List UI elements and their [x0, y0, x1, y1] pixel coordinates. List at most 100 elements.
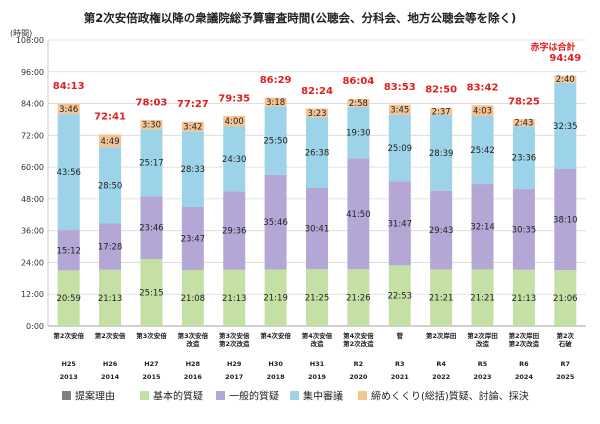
cabinet-label: 第2次安倍 [53, 331, 84, 340]
segment-label: 17:28 [98, 243, 123, 253]
y-tick-label: 36:00 [21, 227, 44, 236]
total-label: 82:24 [301, 86, 333, 97]
segment-label: 35:46 [263, 218, 288, 228]
y-axis-unit: (時間) [10, 29, 32, 38]
bar-segment [223, 269, 246, 326]
segment-label: 32:14 [470, 223, 495, 233]
segment-label: 23:36 [512, 154, 537, 164]
bar-segment [471, 184, 494, 270]
bar-segment [430, 114, 453, 191]
segment-label: 28:50 [98, 181, 123, 191]
total-note: 赤字は合計 [530, 41, 575, 53]
segment-label: 21:06 [553, 294, 578, 304]
era-label: R5 [478, 360, 488, 368]
segment-label: 3:23 [307, 109, 326, 119]
era-label: H25 [61, 360, 76, 368]
year-label: 2018 [267, 373, 286, 381]
bar-segment [99, 269, 122, 326]
segment-label: 21:13 [222, 294, 247, 304]
segment-label: 23:47 [181, 234, 206, 244]
bar-segment [264, 269, 287, 326]
cabinet-label: 第2次岸田 [426, 331, 457, 340]
bar-segment [388, 181, 411, 266]
total-label: 83:42 [467, 82, 499, 93]
segment-label: 2:43 [514, 119, 533, 129]
bar-segment [471, 115, 494, 185]
bar-segment [223, 126, 246, 192]
bar-segment [306, 117, 328, 188]
bar-segment [347, 269, 370, 326]
segment-label: 28:39 [429, 149, 454, 159]
segment-label: 24:30 [222, 155, 247, 165]
cabinet-label: 石破 [558, 339, 573, 348]
segment-label: 29:43 [429, 226, 454, 236]
segment-label: 21:25 [305, 294, 330, 304]
bar-segment [181, 131, 204, 208]
segment-label: 3:42 [183, 122, 202, 132]
era-label: H27 [144, 360, 159, 368]
cabinet-label: 第2次改造 [509, 339, 540, 348]
segment-label: 19:30 [346, 129, 371, 139]
cabinet-label: 改造 [311, 339, 325, 348]
bar-segment [430, 190, 453, 270]
segment-label: 3:46 [59, 105, 78, 115]
bar-segment [347, 158, 370, 270]
bar-segment [471, 269, 494, 326]
cabinet-label: 第4次安倍 [260, 331, 291, 340]
era-label: H29 [227, 360, 242, 368]
total-label: 84:13 [53, 81, 85, 92]
cabinet-label: 菅 [397, 331, 404, 340]
bar-segment [430, 269, 453, 326]
year-label: 2021 [391, 373, 410, 381]
bar-segment [99, 223, 122, 270]
y-tick-label: 108:00 [16, 36, 44, 45]
segment-label: 2:40 [556, 75, 575, 85]
segment-label: 32:35 [553, 122, 578, 132]
segment-label: 21:26 [346, 294, 371, 304]
y-tick-label: 24:00 [21, 258, 44, 267]
total-label: 83:53 [384, 82, 416, 93]
cabinet-label: 第2次改造 [219, 339, 250, 348]
y-tick-label: 48:00 [21, 195, 44, 204]
bar-segment [181, 269, 204, 326]
chart-title: 第2次安倍政権以降の衆議院総予算審査時間(公聴会、分科会、地方公聴会等を除く) [84, 11, 517, 25]
bar-segment [223, 191, 246, 270]
bar-segment [554, 82, 577, 169]
segment-label: 21:08 [181, 294, 206, 304]
legend-label: 一般的質疑 [229, 390, 279, 403]
segment-label: 25:09 [388, 144, 413, 154]
y-tick-label: 0:00 [26, 322, 44, 331]
legend-swatch [140, 391, 149, 400]
era-label: R6 [519, 360, 529, 368]
segment-label: 21:13 [512, 294, 537, 304]
segment-label: 38:10 [553, 216, 578, 226]
bar-segment [512, 119, 535, 127]
cabinet-label: 第2次 [557, 331, 575, 340]
era-label: R3 [395, 360, 405, 368]
bar-segment [140, 259, 163, 326]
y-tick-label: 72:00 [21, 131, 44, 140]
cabinet-label: 第2次改造 [343, 339, 374, 348]
segment-label: 30:35 [512, 225, 537, 235]
legend-label: 集中審議 [303, 390, 343, 403]
cabinet-label: 第4次安倍 [343, 331, 374, 340]
total-label: 72:41 [94, 112, 126, 123]
bar-segment [347, 98, 370, 107]
legend-swatch [216, 391, 225, 400]
segment-label: 2:58 [349, 99, 368, 109]
bar-segment [264, 97, 287, 107]
bar-segment [140, 196, 163, 260]
total-label: 78:03 [136, 97, 168, 108]
legend-label: 締めくくり(総括)質疑、討論、採決 [371, 390, 529, 403]
bar-segment [223, 115, 246, 127]
y-tick-label: 84:00 [21, 100, 44, 109]
year-label: 2017 [225, 373, 243, 381]
year-label: 2019 [308, 373, 327, 381]
segment-label: 29:36 [222, 227, 247, 237]
era-label: H31 [310, 360, 325, 368]
segment-label: 30:41 [305, 225, 330, 235]
bar-segment [57, 113, 80, 231]
y-tick-label: 60:00 [21, 163, 44, 172]
year-label: 2025 [556, 373, 575, 381]
segment-label: 23:46 [139, 224, 164, 234]
